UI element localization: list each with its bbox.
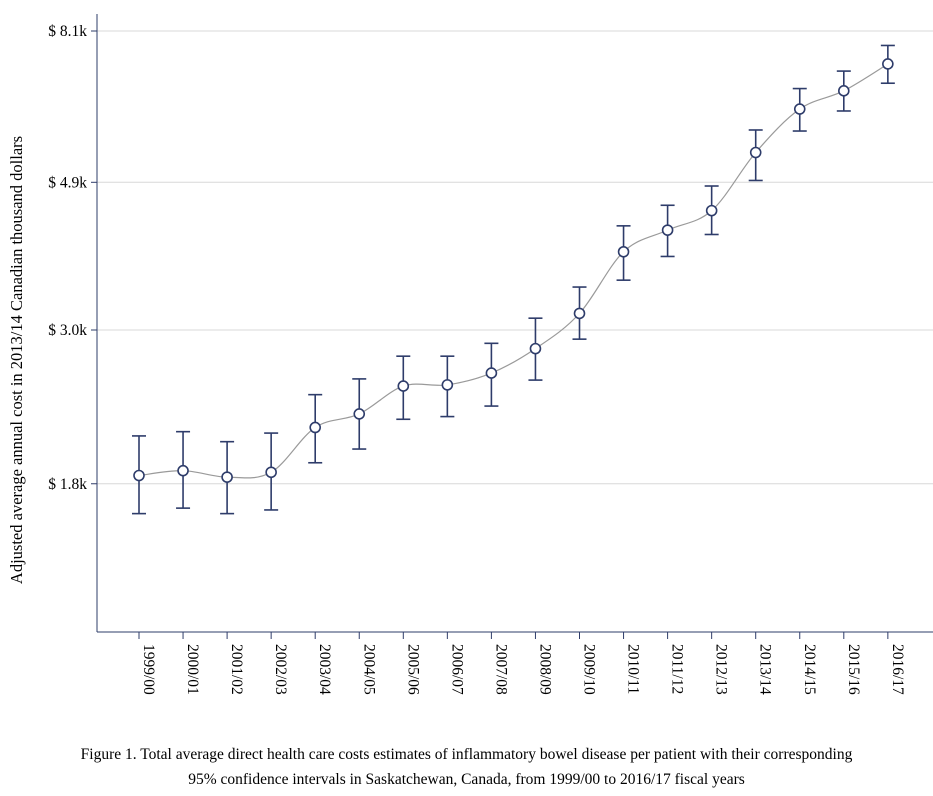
x-tick-label: 2003/04: [316, 644, 333, 695]
x-tick-label: 2000/01: [184, 644, 201, 695]
x-tick-label: 2001/02: [228, 644, 245, 695]
y-tick-label: $ 8.1k: [48, 23, 87, 40]
x-tick-label: 2004/05: [360, 644, 377, 695]
x-tick-label: 2013/14: [757, 644, 774, 695]
caption-line-2: 95% confidence intervals in Saskatchewan…: [188, 771, 745, 788]
y-tick-label: $ 1.8k: [48, 476, 87, 493]
y-tick-label: $ 3.0k: [48, 322, 87, 339]
gridlines: [97, 30, 933, 485]
y-axis-label: Adjusted average annual cost in 2013/14 …: [7, 136, 26, 584]
data-point: [837, 85, 850, 97]
data-points: [133, 58, 894, 483]
x-tick-label: 2007/08: [492, 644, 509, 695]
figure-caption: Figure 1. Total average direct health ca…: [0, 742, 933, 792]
data-point: [397, 380, 410, 392]
x-tick-label: 2016/17: [889, 644, 906, 695]
x-tick-label: 2009/10: [581, 644, 598, 695]
y-tick-label: $ 4.9k: [48, 174, 87, 191]
x-tick-label: 2008/09: [536, 644, 553, 695]
caption-line-1: Figure 1. Total average direct health ca…: [80, 746, 853, 763]
data-point: [353, 408, 366, 420]
x-tick-label: 2006/07: [448, 644, 465, 695]
data-point: [573, 307, 586, 320]
data-point: [441, 379, 454, 391]
data-point: [882, 58, 894, 70]
data-point: [221, 471, 233, 483]
data-point: [485, 367, 498, 379]
data-point: [177, 464, 189, 477]
data-point: [529, 342, 542, 355]
error-bars: [132, 44, 895, 515]
x-tick-label: 1999/00: [140, 644, 157, 695]
series-line: [138, 63, 889, 479]
x-tick-label: 2010/11: [625, 644, 642, 694]
x-tick-label: 2005/06: [404, 644, 421, 695]
data-point: [749, 146, 762, 159]
data-point: [265, 466, 277, 479]
x-axis-ticks: 1999/00 2000/01 2001/02 2002/03 2003/04 2004/…: [138, 632, 906, 695]
x-tick-label: 2014/15: [801, 644, 818, 695]
data-point: [705, 204, 718, 217]
data-point: [661, 224, 674, 236]
data-point: [617, 245, 630, 258]
x-tick-label: 2015/16: [845, 644, 862, 695]
x-tick-label: 2011/12: [669, 644, 686, 694]
chart: $ 1.8k $ 3.0k $ 4.9k $ 8.1k 1999/00 2000/01 2…: [7, 14, 933, 695]
data-point: [309, 421, 322, 434]
y-axis-ticks: $ 1.8k $ 3.0k $ 4.9k $ 8.1k: [48, 23, 97, 493]
x-tick-label: 2012/13: [713, 644, 730, 695]
x-tick-label: 2002/03: [272, 644, 289, 695]
data-point: [133, 469, 145, 482]
data-point: [793, 103, 806, 115]
